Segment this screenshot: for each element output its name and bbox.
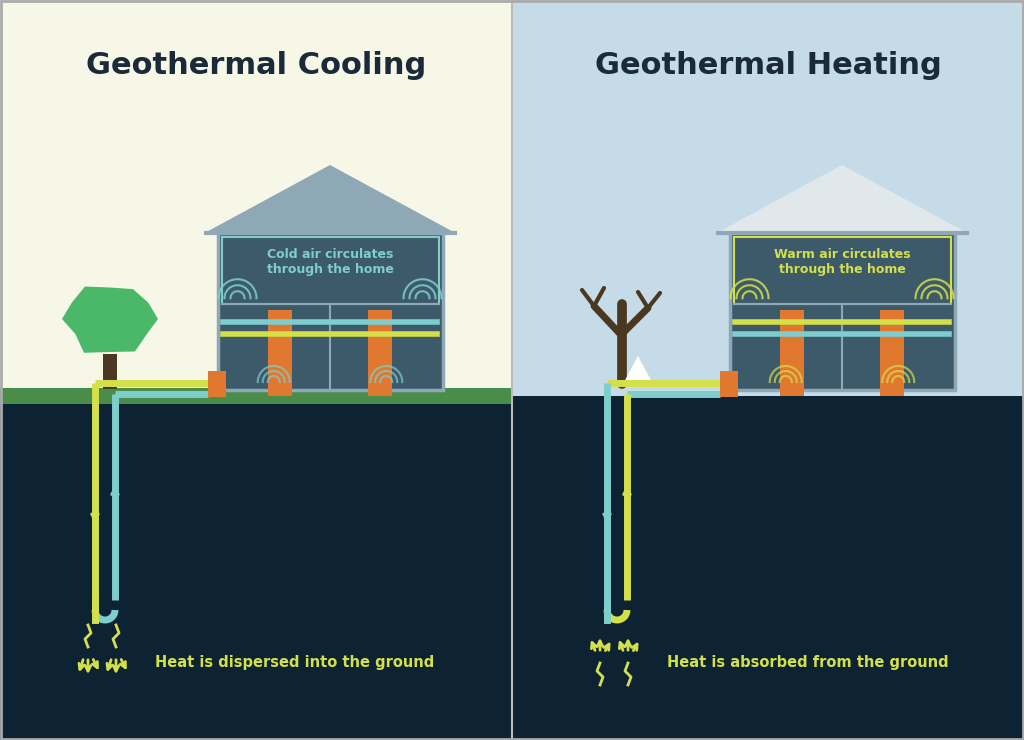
Bar bbox=[208, 371, 226, 397]
Bar bbox=[512, 396, 1024, 404]
Text: Geothermal Cooling: Geothermal Cooling bbox=[86, 50, 426, 79]
Bar bbox=[221, 237, 438, 304]
Bar bbox=[217, 232, 442, 390]
Bar bbox=[780, 310, 804, 396]
Bar bbox=[0, 388, 512, 404]
Bar bbox=[512, 0, 1024, 740]
Bar bbox=[880, 310, 904, 396]
Bar bbox=[0, 400, 512, 740]
Text: Heat is absorbed from the ground: Heat is absorbed from the ground bbox=[667, 656, 948, 670]
Text: Warm air circulates
through the home: Warm air circulates through the home bbox=[774, 248, 910, 276]
Text: Heat is dispersed into the ground: Heat is dispersed into the ground bbox=[155, 656, 434, 670]
Bar bbox=[0, 0, 512, 740]
Bar bbox=[729, 232, 954, 390]
Text: Cold air circulates
through the home: Cold air circulates through the home bbox=[266, 248, 393, 276]
Polygon shape bbox=[718, 165, 967, 232]
Polygon shape bbox=[623, 356, 653, 384]
Bar bbox=[368, 310, 392, 396]
Bar bbox=[720, 371, 738, 397]
Text: Geothermal Heating: Geothermal Heating bbox=[595, 50, 941, 79]
Polygon shape bbox=[62, 286, 158, 353]
Polygon shape bbox=[206, 165, 455, 232]
Bar bbox=[268, 310, 292, 396]
Bar bbox=[512, 400, 1024, 740]
Bar bbox=[733, 237, 950, 304]
Bar bbox=[103, 354, 117, 389]
